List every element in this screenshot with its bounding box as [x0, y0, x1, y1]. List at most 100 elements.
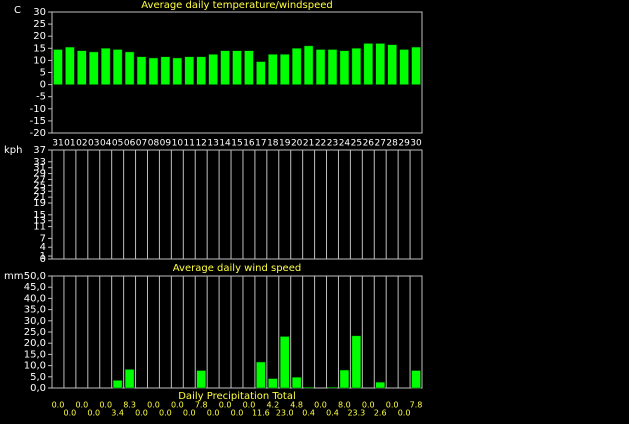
- y-tick-label: 19: [33, 198, 46, 209]
- bar: [124, 369, 135, 389]
- value-label: 7.8: [195, 401, 208, 410]
- value-label: 0.0: [207, 409, 220, 418]
- value-label: 0.0: [99, 401, 112, 410]
- value-label: 0.0: [52, 401, 65, 410]
- bar: [411, 46, 421, 85]
- plot-frame: [51, 149, 423, 260]
- bar: [172, 57, 183, 85]
- y-tick-label: 15: [33, 210, 46, 221]
- panel-title: Daily Precipitation Total: [178, 391, 296, 402]
- y-tick-label: 0: [40, 254, 46, 265]
- value-label: 11.6: [252, 409, 270, 418]
- y-tick-label: 0,0: [30, 383, 46, 394]
- x-tick-label: 30: [410, 139, 422, 149]
- bar: [327, 386, 338, 389]
- y-tick-label: 20: [33, 31, 46, 42]
- value-label: 0.4: [326, 409, 339, 418]
- bar: [411, 370, 421, 389]
- panel-title: Average daily wind speed: [173, 263, 301, 274]
- x-tick-label: 21: [303, 139, 314, 149]
- x-tick-label: 19: [279, 139, 291, 149]
- bar: [303, 386, 314, 389]
- y-tick-label: 50,0: [24, 271, 46, 282]
- y-tick-label: 10: [33, 55, 46, 66]
- value-label: 0.0: [75, 401, 88, 410]
- bar: [256, 361, 266, 389]
- value-label: 0.0: [314, 401, 327, 410]
- value-label: 0.0: [386, 401, 399, 410]
- y-tick-label: 11: [33, 222, 46, 233]
- y-axis-label: C: [14, 5, 21, 16]
- bar: [268, 378, 278, 389]
- value-label: 23.3: [347, 409, 365, 418]
- x-tick-label: 14: [219, 139, 231, 149]
- y-axis-label: mm: [4, 271, 23, 282]
- value-label: 8.3: [123, 401, 136, 410]
- y-tick-label: 20,0: [24, 338, 46, 349]
- bar: [112, 380, 123, 389]
- y-tick-label: 27: [33, 174, 46, 185]
- bar: [291, 376, 302, 389]
- y-tick-label: 4: [40, 242, 46, 253]
- bar: [315, 49, 326, 85]
- y-tick-label: 31: [33, 163, 46, 174]
- bar: [280, 336, 290, 389]
- x-tick-label: 10: [172, 139, 184, 149]
- y-tick-label: -10: [30, 104, 46, 115]
- y-tick-label: 15,0: [24, 349, 46, 360]
- bar: [268, 54, 278, 85]
- x-tick-label: 26: [363, 139, 375, 149]
- bar: [196, 370, 206, 389]
- x-tick-label: 24: [339, 139, 351, 149]
- bar: [327, 49, 338, 85]
- x-tick-label: 12: [195, 139, 206, 149]
- y-tick-label: 30,0: [24, 316, 46, 327]
- y-tick-label: 5,0: [30, 372, 46, 383]
- bar: [65, 46, 75, 85]
- y-tick-label: 33: [33, 157, 46, 168]
- bar: [112, 49, 123, 85]
- bar: [220, 50, 230, 85]
- value-label: 0.0: [219, 401, 232, 410]
- value-label: 2.6: [374, 409, 387, 418]
- value-label: 0.0: [135, 409, 148, 418]
- y-tick-label: 21: [33, 192, 46, 203]
- x-tick-label: 07: [136, 139, 147, 149]
- value-label: 0.0: [147, 401, 160, 410]
- bar: [303, 45, 314, 85]
- bar: [196, 56, 206, 85]
- y-tick-label: -15: [30, 116, 46, 127]
- bar: [339, 50, 350, 85]
- y-tick-label: -5: [36, 92, 46, 103]
- bar: [232, 50, 242, 85]
- x-tick-label: 15: [231, 139, 242, 149]
- bar: [351, 48, 362, 85]
- bar: [100, 48, 111, 85]
- y-tick-label: -20: [30, 128, 46, 139]
- value-label: 4.8: [290, 401, 303, 410]
- value-label: 0.0: [362, 401, 375, 410]
- value-label: 7.8: [410, 401, 423, 410]
- y-tick-label: 35,0: [24, 305, 46, 316]
- value-label: 0.0: [64, 409, 77, 418]
- bar: [208, 54, 218, 85]
- x-tick-label: 06: [124, 139, 136, 149]
- value-label: 0.0: [171, 401, 184, 410]
- bar: [375, 43, 385, 85]
- x-tick-label: 28: [386, 139, 398, 149]
- x-tick-label: 18: [267, 139, 279, 149]
- y-tick-label: 7: [40, 233, 46, 244]
- bar: [53, 49, 63, 85]
- y-tick-label: 37: [33, 145, 46, 156]
- bar: [375, 381, 385, 389]
- bar: [363, 43, 374, 85]
- bar: [148, 57, 159, 85]
- x-tick-label: 31: [52, 139, 63, 149]
- value-label: 0.0: [159, 409, 172, 418]
- bar: [387, 44, 397, 85]
- y-tick-label: 25: [33, 180, 46, 191]
- value-label: 0.0: [87, 409, 100, 418]
- x-tick-label: 29: [398, 139, 410, 149]
- x-tick-label: 22: [315, 139, 326, 149]
